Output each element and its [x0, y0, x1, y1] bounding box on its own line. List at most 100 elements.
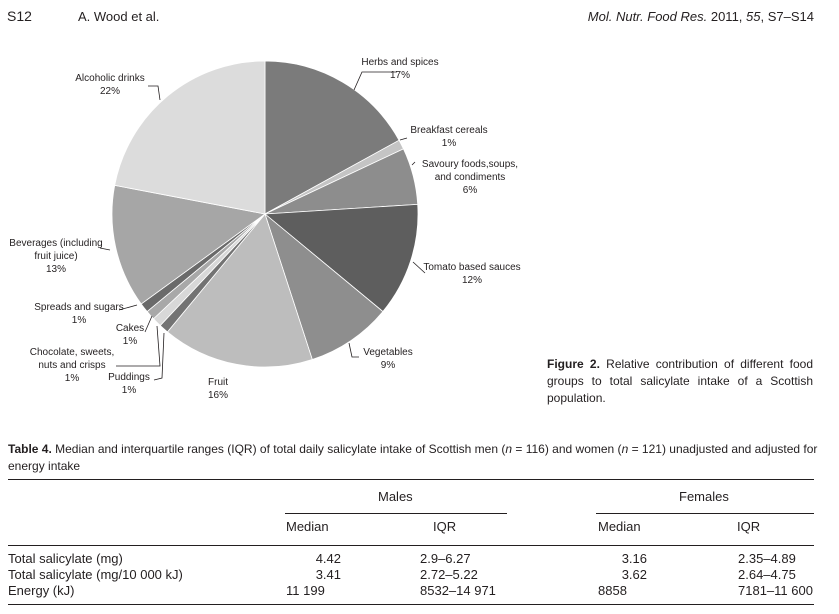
pie-slice-name: Fruit [208, 377, 228, 388]
table-caption-n-men-var: n [505, 442, 513, 456]
females-header: Females [679, 489, 729, 504]
pie-leader-lines [99, 71, 426, 381]
table-cell: 8858 [598, 583, 627, 598]
pie-slice [264, 60, 400, 215]
pie-slice-label: Savoury foods,soups, and condiments 6% [422, 159, 518, 196]
males-iqr-header: IQR [433, 519, 457, 534]
pie-slice-label: Fruit 16% [208, 377, 228, 401]
pie-slice-label: Chocolate, sweets, nuts and crisps 1% [30, 347, 115, 384]
females-group-rule [596, 513, 814, 514]
pie-slice [114, 60, 266, 215]
pie-slices [111, 60, 419, 368]
pie-slice-percent: 1% [442, 138, 457, 149]
pie-leader-line [148, 85, 161, 101]
table-cell: 3.41 [315, 567, 341, 582]
pie-slice-label: Cakes 1% [116, 323, 144, 347]
pie-slice-name: Beverages (including [9, 238, 102, 249]
pie-slice-label: Beverages (including fruit juice) 13% [9, 238, 102, 275]
pie-slice-percent: 13% [46, 264, 66, 275]
pie-leader-line [412, 261, 426, 274]
pie-slice-percent: 1% [65, 373, 80, 384]
table-caption-n-women: = 121) unadjusted and adjusted for energ… [8, 442, 818, 473]
table-bottom-rule [8, 604, 814, 605]
pie-leader-line [153, 332, 165, 381]
table-cell: 8532–14 971 [420, 583, 496, 598]
table-caption: Table 4. Median and interquartile ranges… [8, 441, 818, 475]
pie-slice-percent: 1% [72, 315, 87, 326]
pie-slice-name: fruit juice) [34, 251, 77, 262]
table-caption-n-women-var: n [621, 442, 629, 456]
pie-leader-line [99, 247, 111, 251]
pie-leader-line [411, 161, 416, 166]
pie-labels: Herbs and spices 17% Breakfast cereals 1% Sa… [9, 57, 520, 401]
figure-caption: Figure 2. Relative contribution of diffe… [547, 356, 813, 407]
pie-slice [263, 203, 419, 313]
pie-slice-name: Spreads and sugars [34, 302, 124, 313]
table-cell: 4.42 [315, 551, 341, 566]
pie-slice-name: nuts and crisps [38, 360, 105, 371]
pie-slice-name: Breakfast cereals [410, 125, 487, 136]
pie-slice-percent: 16% [208, 390, 228, 401]
page-number: S12 [7, 8, 32, 24]
pie-slice [111, 184, 266, 305]
table-cell: 2.64–4.75 [738, 567, 796, 582]
table-cell: 3.16 [621, 551, 647, 566]
pie-slice-name: Herbs and spices [361, 57, 438, 68]
pie-slice-percent: 22% [100, 86, 120, 97]
pie-slice-label: Alcoholic drinks 22% [75, 73, 144, 97]
pie-leader-line [399, 137, 408, 141]
running-header-journal: Mol. Nutr. Food Res. 2011, 55, S7–S14 [588, 9, 814, 24]
table-cell: 3.62 [621, 567, 647, 582]
pie-slice-label: Vegetables 9% [363, 347, 413, 371]
females-iqr-header: IQR [737, 519, 761, 534]
table-caption-n-men: = 116) and women ( [512, 442, 622, 456]
pie-slice-label: Breakfast cereals 1% [410, 125, 487, 149]
pie-slice-name: and condiments [435, 172, 506, 183]
figure-caption-label: Figure 2. [547, 357, 600, 371]
journal-pages: , S7–S14 [760, 9, 815, 24]
pie-slice-percent: 9% [381, 360, 396, 371]
males-group-rule [285, 513, 507, 514]
journal-volume: 55 [746, 9, 761, 24]
table-caption-label: Table 4. [8, 442, 52, 456]
pie-slice-name: Cakes [116, 323, 144, 334]
table-row-label: Total salicylate (mg) [8, 551, 123, 566]
pie-slice-name: Puddings [108, 372, 150, 383]
pie-slice-name: Savoury foods,soups, [422, 159, 518, 170]
table-top-rule [8, 479, 814, 480]
table-row-label: Total salicylate (mg/10 000 kJ) [8, 567, 183, 582]
pie-slice-name: Alcoholic drinks [75, 73, 144, 84]
pie-slice-name: Vegetables [363, 347, 413, 358]
table-caption-part1: Median and interquartile ranges (IQR) of… [51, 442, 506, 456]
pie-slice [264, 212, 384, 361]
pie-slice-percent: 12% [462, 275, 482, 286]
table-cell: 2.72–5.22 [420, 567, 478, 582]
pie-slice-percent: 1% [123, 336, 138, 347]
pie-leader-line [116, 325, 161, 367]
pie-leader-line [353, 71, 397, 91]
males-header: Males [378, 489, 413, 504]
table-row-label: Energy (kJ) [8, 583, 75, 598]
journal-year: 2011, [707, 9, 747, 24]
pie-leader-line [118, 304, 138, 311]
pie-slice-percent: 6% [463, 185, 478, 196]
pie-slice-label: Puddings 1% [108, 372, 150, 396]
running-header-authors: A. Wood et al. [78, 9, 160, 24]
table-header-rule [8, 545, 814, 546]
pie-slice-name: Tomato based sauces [423, 262, 520, 273]
table-cell: 2.9–6.27 [420, 551, 471, 566]
pie-slice-label: Tomato based sauces 12% [423, 262, 520, 286]
table-cell: 2.35–4.89 [738, 551, 796, 566]
females-median-header: Median [598, 519, 641, 534]
table-cell: 11 199 [286, 583, 325, 598]
table-cell: 7181–11 600 [738, 583, 813, 598]
pie-slice-label: Spreads and sugars 1% [34, 302, 124, 326]
pie-leader-line [348, 342, 359, 358]
males-median-header: Median [286, 519, 329, 534]
pie-slice-percent: 17% [390, 70, 410, 81]
pie-leader-line [144, 315, 153, 333]
pie-slice-name: Chocolate, sweets, [30, 347, 115, 358]
pie-slice-percent: 1% [122, 385, 137, 396]
figure-caption-text: Relative contribution of different food … [547, 357, 813, 405]
